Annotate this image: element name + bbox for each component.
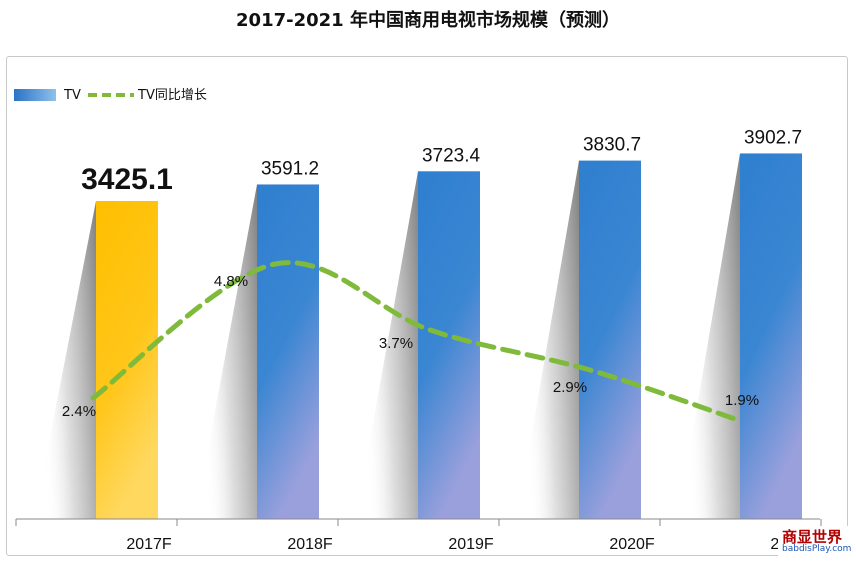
legend-swatch-bar: [14, 89, 56, 101]
bar-shadow: [678, 153, 740, 520]
line-value-label: 4.8%: [214, 273, 248, 290]
x-tick-label: 2020F: [609, 536, 655, 553]
chart-title: 2017-2021 年中国商用电视市场规模（预测）: [236, 10, 620, 31]
bar-shadow: [356, 171, 418, 520]
line-value-label: 2.4%: [62, 403, 96, 420]
bar: [740, 153, 802, 520]
bar-shadow: [195, 184, 257, 520]
bar: [257, 184, 319, 520]
line-value-label: 1.9%: [725, 392, 759, 409]
bar-value-label: 3902.7: [744, 127, 802, 148]
bar: [579, 160, 641, 519]
bar-value-label: 3591.2: [261, 158, 319, 179]
legend-label-line: TV同比增长: [137, 88, 207, 103]
watermark-sub: babdisPlay.com: [782, 544, 852, 554]
bar: [96, 201, 158, 519]
line-value-label: 3.7%: [379, 335, 413, 352]
bar-value-label: 3723.4: [422, 145, 481, 166]
line-value-label: 2.9%: [553, 379, 587, 396]
bar: [418, 171, 480, 520]
growth-line: [90, 260, 741, 423]
bar-shadow: [34, 201, 96, 519]
watermark-main: 商显世界: [782, 528, 843, 546]
bar-shadow: [517, 160, 579, 519]
x-tick-label: 2019F: [448, 536, 494, 553]
watermark-logo: 商显世界 babdisPlay.com: [778, 526, 852, 560]
legend-label-bar: TV: [63, 88, 81, 103]
chart-frame: [6, 56, 848, 556]
bar-value-label: 3425.1: [81, 163, 173, 196]
x-tick-label: 2017F: [126, 536, 172, 553]
bar-value-label: 3830.7: [583, 135, 641, 156]
x-tick-label: 2018F: [287, 536, 333, 553]
